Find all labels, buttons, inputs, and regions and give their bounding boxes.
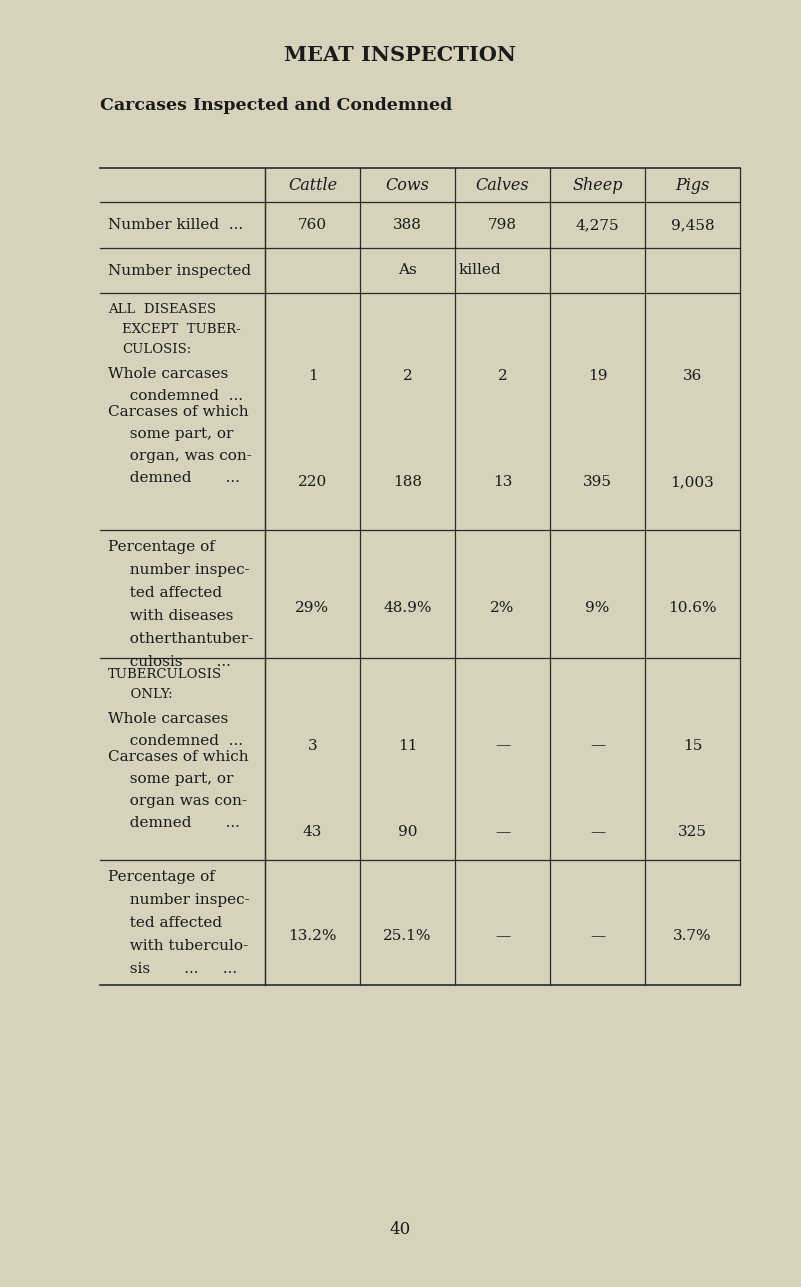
Text: ted affected: ted affected (120, 916, 222, 931)
Text: 395: 395 (583, 475, 612, 489)
Text: 188: 188 (393, 475, 422, 489)
Text: 19: 19 (588, 369, 607, 384)
Text: TUBERCULOSIS: TUBERCULOSIS (108, 668, 222, 681)
Text: Calves: Calves (476, 176, 529, 193)
Text: MEAT INSPECTION: MEAT INSPECTION (284, 45, 517, 66)
Text: Sheep: Sheep (572, 176, 622, 193)
Text: 2: 2 (403, 369, 413, 384)
Text: 798: 798 (488, 218, 517, 232)
Text: —: — (495, 739, 510, 753)
Text: 29%: 29% (296, 601, 329, 615)
Text: 40: 40 (390, 1221, 411, 1238)
Text: otherthantuber-: otherthantuber- (120, 632, 253, 646)
Text: 1,003: 1,003 (670, 475, 714, 489)
Text: Percentage of: Percentage of (108, 541, 215, 553)
Text: 4,275: 4,275 (576, 218, 619, 232)
Text: ONLY:: ONLY: (122, 689, 173, 701)
Text: Cattle: Cattle (288, 176, 337, 193)
Text: 220: 220 (298, 475, 327, 489)
Text: Number killed  ...: Number killed ... (108, 218, 244, 232)
Text: some part, or: some part, or (120, 772, 233, 786)
Text: —: — (590, 739, 605, 753)
Text: —: — (495, 825, 510, 839)
Text: Number inspected: Number inspected (108, 264, 252, 278)
Text: culosis       ...: culosis ... (120, 655, 231, 669)
Text: killed: killed (459, 264, 501, 278)
Text: demned       ...: demned ... (120, 471, 239, 485)
Text: CULOSIS:: CULOSIS: (122, 344, 191, 356)
Text: 9,458: 9,458 (670, 218, 714, 232)
Text: ALL  DISEASES: ALL DISEASES (108, 302, 216, 317)
Text: 9%: 9% (586, 601, 610, 615)
Text: Carcases of which: Carcases of which (108, 405, 248, 420)
Text: 2: 2 (497, 369, 507, 384)
Text: 11: 11 (398, 739, 417, 753)
Text: 13: 13 (493, 475, 512, 489)
Text: 90: 90 (398, 825, 417, 839)
Text: with diseases: with diseases (120, 609, 233, 623)
Text: 15: 15 (682, 739, 702, 753)
Text: 760: 760 (298, 218, 327, 232)
Text: 2%: 2% (490, 601, 515, 615)
Text: Carcases of which: Carcases of which (108, 750, 248, 764)
Text: Percentage of: Percentage of (108, 870, 215, 884)
Text: Whole carcases: Whole carcases (108, 367, 228, 381)
Text: —: — (495, 929, 510, 943)
Text: 388: 388 (393, 218, 422, 232)
Text: ted affected: ted affected (120, 586, 222, 600)
Text: Whole carcases: Whole carcases (108, 712, 228, 726)
Text: condemned  ...: condemned ... (120, 734, 243, 748)
Text: 25.1%: 25.1% (383, 929, 432, 943)
Text: 13.2%: 13.2% (288, 929, 336, 943)
Text: demned       ...: demned ... (120, 816, 239, 830)
Text: —: — (590, 825, 605, 839)
Text: 325: 325 (678, 825, 707, 839)
Text: organ was con-: organ was con- (120, 794, 247, 808)
Text: 43: 43 (303, 825, 322, 839)
Text: some part, or: some part, or (120, 427, 233, 441)
Text: number inspec-: number inspec- (120, 562, 250, 577)
Text: 36: 36 (682, 369, 702, 384)
Text: organ, was con-: organ, was con- (120, 449, 252, 463)
Text: Cows: Cows (385, 176, 429, 193)
Text: with tuberculo-: with tuberculo- (120, 940, 248, 952)
Text: Carcases Inspected and Condemned: Carcases Inspected and Condemned (100, 97, 453, 113)
Text: condemned  ...: condemned ... (120, 389, 243, 403)
Text: 1: 1 (308, 369, 317, 384)
Text: number inspec-: number inspec- (120, 893, 250, 907)
Text: —: — (590, 929, 605, 943)
Text: As: As (398, 264, 417, 278)
Text: 3: 3 (308, 739, 317, 753)
Text: Pigs: Pigs (675, 176, 710, 193)
Text: 48.9%: 48.9% (383, 601, 432, 615)
Text: EXCEPT  TUBER-: EXCEPT TUBER- (122, 323, 241, 336)
Text: 10.6%: 10.6% (668, 601, 717, 615)
Text: 3.7%: 3.7% (673, 929, 712, 943)
Text: sis       ...     ...: sis ... ... (120, 961, 237, 976)
